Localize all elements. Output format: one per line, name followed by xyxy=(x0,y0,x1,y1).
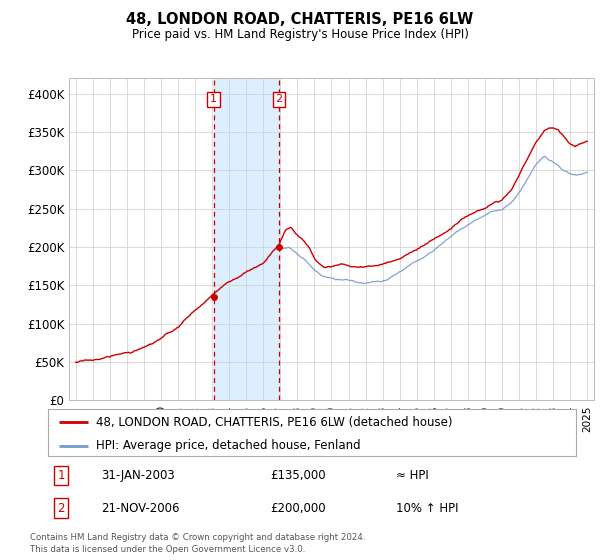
Text: ≈ HPI: ≈ HPI xyxy=(397,469,429,482)
Text: 10% ↑ HPI: 10% ↑ HPI xyxy=(397,502,459,515)
Text: £200,000: £200,000 xyxy=(270,502,325,515)
Bar xyxy=(214,78,279,400)
Text: 2: 2 xyxy=(275,94,283,104)
Text: Price paid vs. HM Land Registry's House Price Index (HPI): Price paid vs. HM Land Registry's House … xyxy=(131,28,469,41)
Text: 31-JAN-2003: 31-JAN-2003 xyxy=(101,469,175,482)
Text: 1: 1 xyxy=(210,94,217,104)
Text: HPI: Average price, detached house, Fenland: HPI: Average price, detached house, Fenl… xyxy=(95,440,360,452)
Text: Contains HM Land Registry data © Crown copyright and database right 2024.
This d: Contains HM Land Registry data © Crown c… xyxy=(30,533,365,554)
Text: 48, LONDON ROAD, CHATTERIS, PE16 6LW (detached house): 48, LONDON ROAD, CHATTERIS, PE16 6LW (de… xyxy=(95,416,452,428)
Text: 1: 1 xyxy=(58,469,65,482)
Text: 48, LONDON ROAD, CHATTERIS, PE16 6LW: 48, LONDON ROAD, CHATTERIS, PE16 6LW xyxy=(127,12,473,27)
Text: £135,000: £135,000 xyxy=(270,469,325,482)
Text: 21-NOV-2006: 21-NOV-2006 xyxy=(101,502,179,515)
Text: 2: 2 xyxy=(58,502,65,515)
